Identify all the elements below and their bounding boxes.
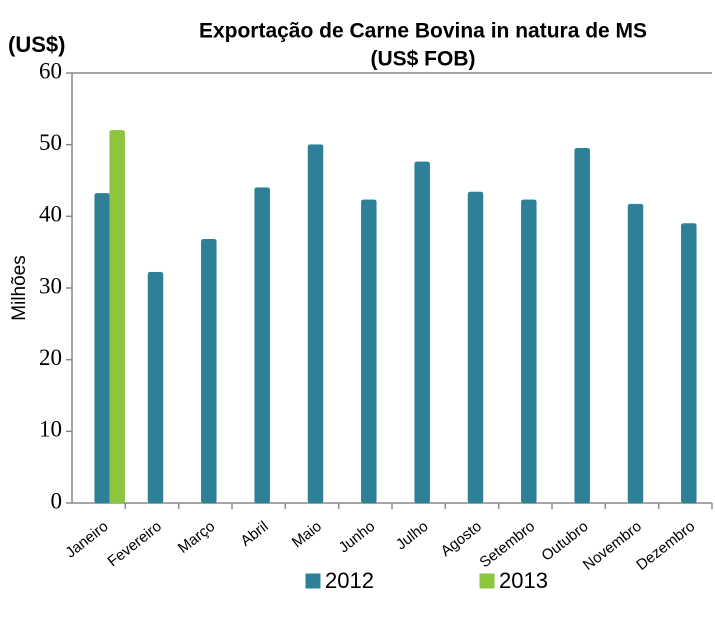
y-tick-label: 60 (39, 58, 62, 83)
x-tick-label: Julho (393, 518, 432, 553)
bar (521, 199, 537, 504)
bar (109, 130, 125, 504)
legend-swatch (305, 573, 321, 589)
x-tick-label: Maio (289, 518, 325, 551)
bar (94, 193, 110, 504)
bar (201, 239, 217, 504)
y-axis-label: Milhões (9, 255, 30, 320)
x-tick-label: Agosto (438, 518, 485, 560)
bar (627, 203, 644, 504)
y-tick-label: 0 (51, 488, 63, 513)
bar (361, 199, 377, 504)
y-tick-label: 50 (39, 130, 62, 155)
bar (254, 187, 270, 504)
unit-label: (US$) (8, 32, 65, 57)
y-tick-label: 20 (39, 345, 62, 370)
bar (414, 161, 430, 504)
bar (307, 144, 324, 504)
x-tick-label: Junho (336, 518, 379, 557)
y-tick-label: 40 (39, 202, 62, 227)
chart-title: Exportação de Carne Bovina in natura de … (199, 20, 647, 43)
x-tick-label: Março (175, 518, 218, 557)
bar (574, 148, 590, 504)
x-tick-label: Setembro (477, 518, 539, 571)
x-tick-label: Fevereiro (105, 518, 165, 570)
legend-label: 2012 (325, 568, 374, 593)
bar (681, 223, 697, 504)
legend-label: 2013 (499, 568, 548, 593)
x-tick-label: Dezembro (633, 518, 698, 574)
bar (467, 191, 484, 504)
x-tick-label: Abril (237, 518, 271, 550)
y-tick-label: 10 (39, 417, 62, 442)
x-tick-label: Janeiro (62, 518, 111, 562)
bar (147, 271, 164, 504)
chart-subtitle: (US$ FOB) (371, 48, 476, 71)
legend-swatch (479, 573, 495, 589)
x-tick-label: Novembro (580, 518, 645, 574)
y-tick-label: 30 (39, 273, 62, 298)
